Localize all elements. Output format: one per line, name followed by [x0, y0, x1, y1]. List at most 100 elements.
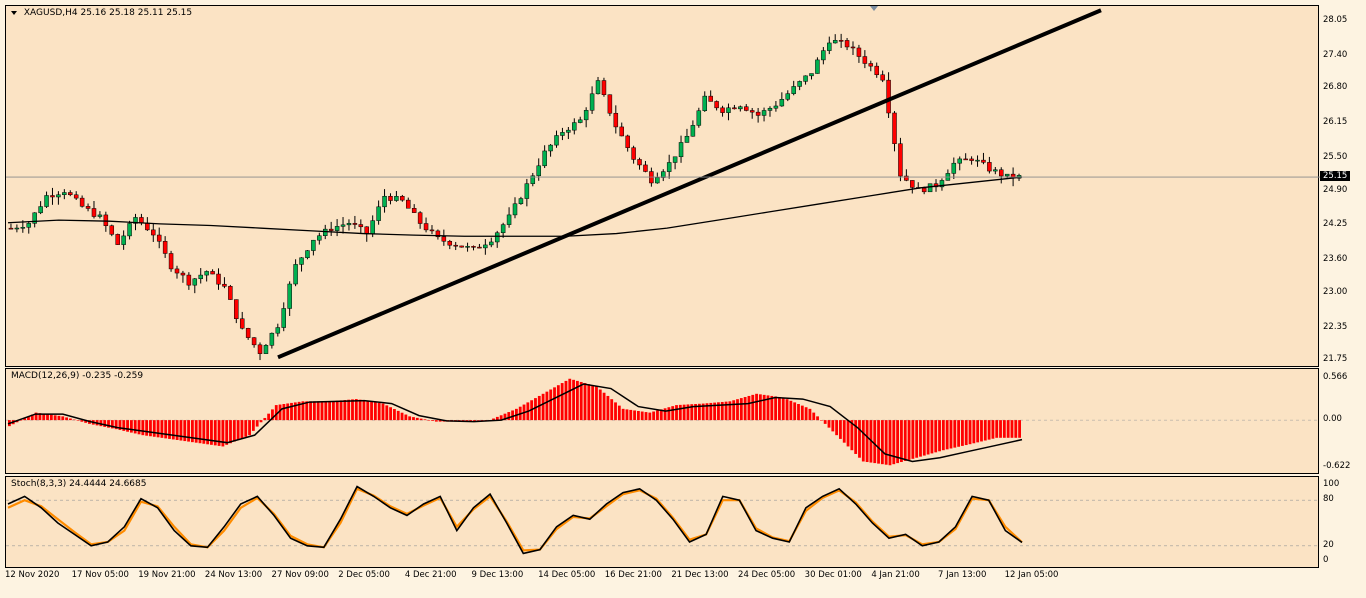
macd-histogram-bar [983, 420, 987, 441]
candle-body [32, 212, 37, 224]
macd-histogram-bar [49, 414, 53, 421]
candle-body [542, 150, 547, 167]
price-chart-canvas [6, 6, 1320, 361]
collapse-arrow-icon[interactable] [11, 10, 17, 15]
macd-histogram-bar [499, 415, 503, 421]
candle-body [358, 224, 364, 228]
macd-histogram-bar [206, 420, 210, 445]
macd-histogram-bar [541, 393, 545, 421]
macd-histogram-bar [850, 420, 854, 451]
macd-histogram-bar [995, 420, 999, 438]
candle-body [933, 183, 939, 188]
candle-body [328, 228, 334, 231]
macd-histogram-bar [434, 420, 438, 422]
macd-histogram-bar [282, 404, 286, 421]
macd-histogram-bar [690, 404, 694, 421]
macd-histogram-bar [701, 403, 705, 421]
candle-body [554, 135, 559, 146]
macd-histogram-bar [728, 401, 732, 421]
macd-histogram-bar [572, 379, 575, 421]
macd-pane[interactable]: MACD(12,26,9) -0.235 -0.259 [5, 368, 1320, 474]
candle-body [364, 226, 370, 235]
macd-histogram-bar [23, 418, 27, 421]
price-axis[interactable]: 28.05 27.40 26.80 26.15 25.50 24.90 24.25 23.60… [1319, 5, 1365, 367]
candle-body [429, 229, 435, 232]
macd-histogram-bar [755, 393, 758, 421]
macd-histogram-bar [122, 420, 126, 431]
stochastic-axis[interactable]: 100 80 20 0 [1319, 476, 1365, 568]
macd-histogram-bar [629, 409, 633, 421]
candle-body [311, 239, 316, 251]
macd-histogram-bar [84, 420, 88, 423]
macd-histogram-bar [732, 400, 736, 421]
macd-histogram-bar [473, 420, 476, 421]
macd-histogram-bar [941, 420, 945, 451]
candle-body [696, 110, 702, 126]
candle-body [121, 235, 126, 245]
macd-histogram-bar [999, 420, 1002, 438]
macd-histogram-bar [606, 395, 610, 421]
macd-histogram-bar [842, 420, 846, 443]
candle-body [269, 332, 275, 346]
price-tick: 28.05 [1323, 15, 1348, 25]
candle-body [583, 110, 589, 121]
candle-body [589, 93, 595, 111]
candle-body [263, 345, 269, 354]
candle-body [536, 165, 541, 177]
candle-body [838, 40, 844, 42]
candle-body [68, 192, 73, 196]
candle-body [382, 195, 387, 208]
macd-histogram-bar [1018, 420, 1021, 438]
macd-histogram-bar [366, 400, 370, 421]
candle-body [732, 107, 737, 110]
candle-body [939, 180, 945, 188]
candle-body [868, 63, 874, 67]
macd-histogram-bar [351, 399, 354, 421]
time-tick: 24 Dec 05:00 [738, 570, 796, 580]
candle-body [91, 208, 97, 217]
price-chart-pane[interactable]: XAGUSD,H4 25.16 25.18 25.11 25.15 [5, 5, 1320, 367]
time-axis[interactable]: 12 Nov 2020 17 Nov 05:00 19 Nov 21:00 24 No… [5, 568, 1319, 588]
macd-histogram-bar [640, 411, 644, 421]
candle-body [637, 159, 642, 166]
macd-histogram-bar [255, 420, 259, 427]
macd-histogram-bar [621, 408, 625, 421]
macd-histogram-bar [625, 409, 629, 421]
candle-body [987, 162, 992, 172]
candle-body [672, 156, 678, 163]
macd-histogram-bar [19, 420, 23, 421]
candle-body [38, 206, 43, 214]
candle-body [44, 195, 49, 207]
candle-body [14, 227, 20, 230]
macd-histogram-bar [591, 385, 595, 421]
macd-histogram-bar [911, 420, 915, 459]
candle-body [109, 225, 115, 235]
candle-body [761, 110, 767, 116]
macd-histogram-bar [659, 409, 663, 421]
candle-body [862, 56, 868, 64]
candle-body [411, 208, 417, 213]
candle-body [352, 223, 358, 225]
candle-body [601, 80, 607, 95]
macd-histogram-bar [373, 402, 377, 421]
candle-body [376, 206, 381, 221]
macd-histogram-bar [945, 420, 949, 450]
stochastic-pane[interactable]: Stoch(8,3,3) 24.4444 24.6685 [5, 476, 1320, 568]
candle-body [281, 308, 286, 328]
candle-body [655, 177, 660, 184]
candle-body [8, 227, 14, 230]
price-tick: 24.90 [1323, 184, 1348, 195]
macd-histogram-bar [903, 420, 907, 461]
candle-body [257, 344, 263, 354]
macd-histogram-bar [290, 402, 293, 421]
macd-histogram-bar [747, 395, 751, 421]
candle-body [981, 159, 986, 163]
macd-histogram-bar [198, 420, 202, 444]
candle-body [500, 224, 506, 234]
macd-histogram-bar [156, 420, 160, 438]
macd-axis[interactable]: 0.566 0.00 -0.622 [1319, 368, 1365, 474]
candle-body [79, 197, 85, 207]
macd-histogram-bar [819, 420, 823, 421]
time-tick: 2 Dec 05:00 [338, 570, 390, 580]
candle-body [844, 40, 850, 48]
